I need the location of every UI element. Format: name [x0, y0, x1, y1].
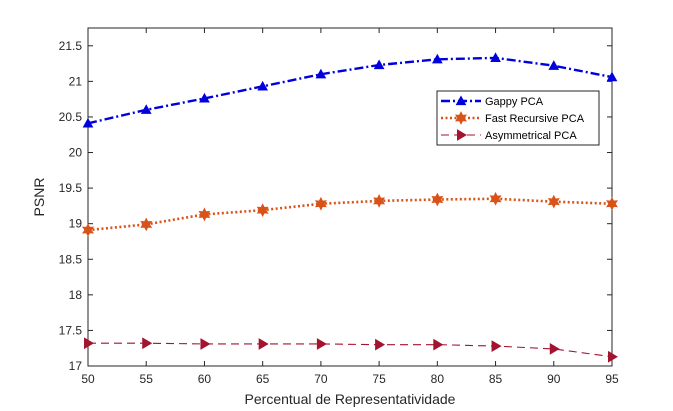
series-2 [82, 191, 618, 237]
x-tick-label: 55 [140, 372, 154, 386]
data-point [547, 194, 560, 209]
y-axis-label: PSNR [31, 178, 47, 217]
legend-label: Fast Recursive PCA [485, 113, 585, 125]
data-point [256, 203, 269, 218]
series-group [82, 52, 618, 363]
x-tick-label: 75 [372, 372, 386, 386]
data-point [490, 52, 501, 62]
data-point [200, 338, 211, 350]
x-tick-label: 90 [547, 372, 561, 386]
data-point [548, 60, 560, 70]
series-line [87, 56, 613, 125]
y-tick-label: 19.5 [59, 181, 83, 195]
data-point [433, 338, 444, 351]
data-point [82, 223, 94, 237]
legend-marker [455, 95, 467, 106]
series-line [87, 197, 613, 232]
legend-marker [455, 111, 467, 125]
data-point [431, 53, 443, 64]
x-axis-label: Percentual de Representatividade [245, 391, 456, 407]
y-tick-label: 18 [69, 288, 83, 302]
x-tick-label: 80 [431, 372, 445, 386]
data-point [142, 337, 153, 350]
axes-frame [87, 27, 613, 367]
legend-marker [457, 129, 467, 141]
x-tick-label: 65 [256, 372, 270, 386]
data-point [373, 194, 386, 208]
x-tick-label: 70 [314, 372, 328, 386]
legend-label: Gappy PCA [485, 96, 544, 108]
data-point [549, 343, 560, 355]
data-point [316, 338, 327, 350]
y-tick-label: 17.5 [59, 323, 83, 337]
data-point [489, 191, 502, 206]
legend: Gappy PCA Fast Recursive PCA Asymmetrical … [436, 90, 600, 146]
x-tick-label: 60 [198, 372, 212, 386]
data-point [491, 340, 502, 352]
data-point [373, 59, 385, 70]
x-tick-label: 50 [81, 372, 95, 386]
y-tick-label: 18.5 [59, 252, 83, 266]
legend-entry: Asymmetrical PCA [441, 129, 577, 142]
series-line [88, 342, 613, 358]
series-1 [82, 52, 618, 128]
legend-entry: Gappy PCA [441, 95, 544, 108]
y-tick-label: 20.5 [59, 110, 83, 124]
x-tick-label: 85 [489, 372, 503, 386]
data-point [84, 337, 94, 350]
data-point [257, 80, 269, 91]
data-point [258, 338, 269, 350]
y-tick-label: 19 [69, 217, 83, 231]
data-point [608, 350, 618, 363]
data-point [606, 196, 618, 211]
legend-entry: Fast Recursive PCA [441, 111, 585, 125]
data-point [606, 71, 618, 82]
y-tick-label: 21 [69, 74, 83, 88]
data-point [375, 338, 386, 351]
y-tick-label: 21.5 [59, 39, 83, 53]
legend-label: Asymmetrical PCA [485, 130, 577, 142]
data-point [431, 192, 444, 207]
y-tick-label: 17 [69, 359, 83, 373]
plot-area-box [87, 27, 613, 367]
data-point [140, 217, 153, 232]
data-point [82, 117, 94, 128]
data-point [140, 104, 152, 114]
series-3 [84, 337, 618, 363]
data-point [315, 68, 327, 79]
data-point [314, 196, 327, 211]
x-tick-label: 95 [605, 372, 619, 386]
y-tick-label: 20 [69, 146, 83, 160]
data-point [199, 92, 210, 103]
data-point [198, 207, 211, 222]
ticks-group: 50 55 60 65 70 75 80 85 90 95 17 17.5 18 18.5 19 19.5 20… [59, 28, 619, 386]
